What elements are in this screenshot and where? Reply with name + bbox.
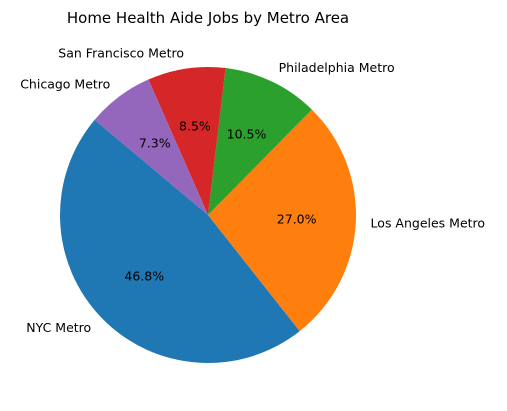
- pie-slice-2: [208, 68, 312, 215]
- slice-percentage-4: 7.3%: [139, 135, 171, 150]
- slice-label-1: Los Angeles Metro: [371, 215, 486, 230]
- slice-labels: NYC Metro Los Angeles Metro Philadelphia M…: [20, 45, 485, 334]
- pie-slice-1: [208, 109, 357, 332]
- slice-label-0: NYC Metro: [26, 320, 91, 335]
- pie-slice-0: [60, 119, 300, 363]
- slice-percentage-2: 10.5%: [227, 126, 267, 141]
- pie-slices: [60, 67, 357, 363]
- slice-percentage-1: 27.0%: [277, 211, 317, 226]
- slice-label-4: Chicago Metro: [20, 76, 110, 91]
- pie-slice-4: [94, 79, 208, 216]
- chart-title: Home Health Aide Jobs by Metro Area: [67, 9, 349, 27]
- slice-percentage-3: 8.5%: [179, 119, 211, 134]
- pie-slice-3: [148, 67, 226, 215]
- slice-label-2: Philadelphia Metro: [279, 60, 395, 75]
- slice-label-3: San Francisco Metro: [58, 45, 184, 60]
- slice-percentage-0: 46.8%: [124, 268, 164, 283]
- percentage-labels: 46.8% 27.0% 10.5% 8.5% 7.3%: [124, 119, 316, 284]
